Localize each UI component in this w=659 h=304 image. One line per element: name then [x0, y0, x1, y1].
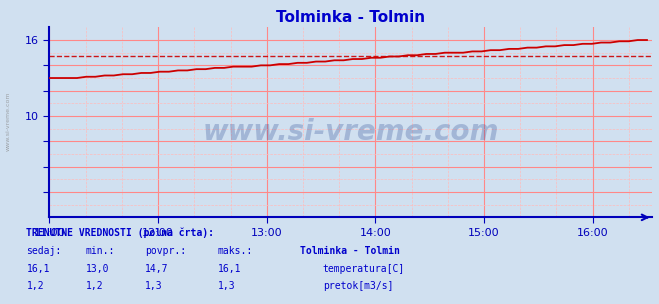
Text: min.:: min.: [86, 246, 115, 256]
Text: www.si-vreme.com: www.si-vreme.com [6, 92, 11, 151]
Text: www.si-vreme.com: www.si-vreme.com [203, 118, 499, 146]
Text: 1,3: 1,3 [145, 282, 163, 291]
Text: 1,2: 1,2 [86, 282, 103, 291]
Text: temperatura[C]: temperatura[C] [323, 264, 405, 274]
Text: 16,1: 16,1 [26, 264, 50, 274]
Text: sedaj:: sedaj: [26, 246, 61, 256]
Text: Tolminka - Tolmin: Tolminka - Tolmin [300, 246, 400, 256]
Text: pretok[m3/s]: pretok[m3/s] [323, 282, 393, 291]
Text: TRENUTNE VREDNOSTI (polna črta):: TRENUTNE VREDNOSTI (polna črta): [26, 227, 214, 238]
Text: povpr.:: povpr.: [145, 246, 186, 256]
Text: 1,3: 1,3 [217, 282, 235, 291]
Title: Tolminka - Tolmin: Tolminka - Tolmin [276, 10, 426, 25]
Text: maks.:: maks.: [217, 246, 252, 256]
Text: 1,2: 1,2 [26, 282, 44, 291]
Text: 16,1: 16,1 [217, 264, 241, 274]
Text: 14,7: 14,7 [145, 264, 169, 274]
Text: 13,0: 13,0 [86, 264, 109, 274]
